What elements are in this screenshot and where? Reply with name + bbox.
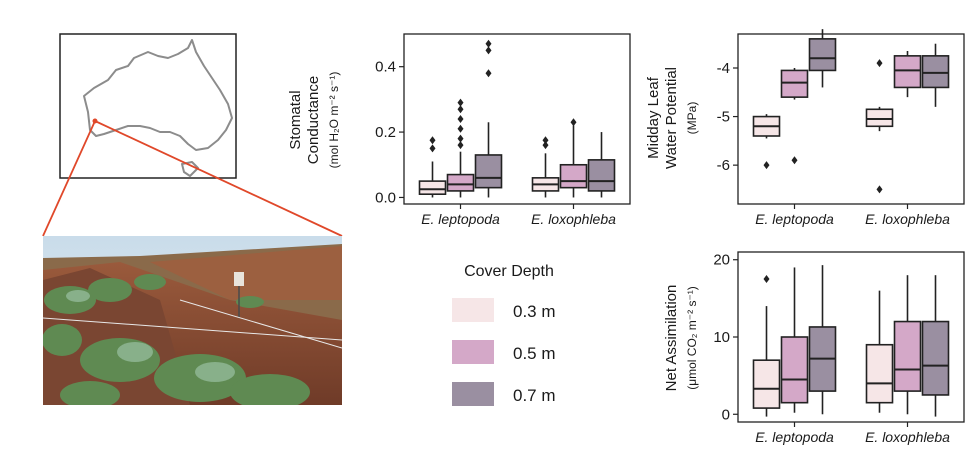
legend-label-1: 0.5 m bbox=[513, 344, 556, 363]
water_potential-box bbox=[921, 55, 950, 89]
water-ylabel-units: (MPa) bbox=[685, 102, 699, 135]
legend-title: Cover Depth bbox=[464, 263, 554, 280]
stomatal-ytick-label: 0.2 bbox=[375, 124, 396, 141]
stomatal-conductance-chart: Stomatal Conductance (mol H₂O m⁻² s⁻¹) 0… bbox=[287, 33, 631, 227]
stomatal-frame bbox=[403, 33, 631, 205]
stomatal-category-label: E. leptopoda bbox=[421, 211, 500, 227]
stomatal-ylabel-units: (mol H₂O m⁻² s⁻¹) bbox=[327, 72, 341, 169]
stomatal-box bbox=[474, 154, 503, 189]
assimilation-outlier bbox=[763, 275, 770, 284]
water_potential-category-label: E. loxophleba bbox=[865, 211, 950, 227]
legend-swatch-0 bbox=[452, 298, 494, 322]
australia-map-icon bbox=[83, 39, 233, 177]
water_potential-box bbox=[780, 69, 809, 98]
water_potential-outlier bbox=[876, 59, 883, 68]
water-ylabel-line2: Water Potential bbox=[663, 67, 680, 169]
stomatal-outlier bbox=[457, 134, 464, 143]
stomatal-outlier bbox=[429, 144, 436, 153]
stomatal-outlier bbox=[429, 136, 436, 145]
water_potential-category-label: E. leptopoda bbox=[755, 211, 834, 227]
water-potential-chart: Midday Leaf Water Potential (MPa) -6 -5 -4… bbox=[645, 29, 965, 227]
legend-label-0: 0.3 m bbox=[513, 302, 556, 321]
assimilation-ytick-label: 0 bbox=[722, 406, 730, 423]
water-ylabel-line1: Midday Leaf bbox=[645, 76, 662, 159]
water_potential-ytick-label: -6 bbox=[717, 157, 730, 174]
assimilation-box bbox=[865, 343, 894, 404]
legend-label-2: 0.7 m bbox=[513, 386, 556, 405]
legend-swatch-2 bbox=[452, 382, 494, 406]
water_potential-box bbox=[808, 38, 837, 72]
assim-ylabel-line1: Net Assimilation bbox=[663, 285, 680, 392]
stomatal-category-label: E. loxophleba bbox=[531, 211, 616, 227]
assimilation-category-label: E. leptopoda bbox=[755, 429, 834, 445]
assimilation-box bbox=[893, 320, 922, 392]
assimilation-ytick-label: 20 bbox=[713, 252, 730, 269]
stomatal-outlier bbox=[542, 136, 549, 145]
assimilation-box bbox=[921, 320, 950, 396]
water_potential-outlier bbox=[876, 185, 883, 194]
stomatal-ytick-label: 0.4 bbox=[375, 59, 396, 76]
stomatal-box bbox=[418, 180, 447, 195]
assimilation-box bbox=[752, 359, 781, 409]
stomatal-outlier bbox=[457, 141, 464, 150]
water_potential-ytick-label: -4 bbox=[717, 60, 730, 77]
assimilation-category-label: E. loxophleba bbox=[865, 429, 950, 445]
stomatal-box bbox=[587, 159, 616, 192]
assimilation-ytick-label: 10 bbox=[713, 329, 730, 346]
assim-ylabel-units: (μmol CO₂ m⁻² s⁻¹) bbox=[685, 286, 699, 390]
stomatal-ylabel-line2: Conductance bbox=[305, 76, 322, 164]
stomatal-box bbox=[559, 163, 588, 189]
stomatal-outlier bbox=[457, 115, 464, 123]
stomatal-outlier bbox=[542, 141, 549, 150]
stomatal-ytick-label: 0.0 bbox=[375, 189, 396, 206]
map-panel bbox=[59, 33, 237, 179]
water_potential-outlier bbox=[763, 161, 770, 170]
stomatal-outlier bbox=[485, 46, 492, 55]
field-site-photo bbox=[43, 236, 342, 405]
locator-line-right bbox=[94, 120, 343, 237]
stomatal-outlier bbox=[457, 98, 464, 107]
stomatal-outlier bbox=[485, 69, 492, 78]
locator-line-left bbox=[42, 120, 96, 237]
stomatal-outlier bbox=[457, 105, 464, 114]
stomatal-outlier bbox=[570, 118, 577, 127]
water_potential-box bbox=[893, 55, 922, 89]
assimilation-box bbox=[780, 336, 809, 404]
water_potential-box bbox=[865, 108, 894, 128]
water_potential-outlier bbox=[791, 156, 798, 165]
legend: Cover Depth 0.3 m 0.5 m 0.7 m bbox=[452, 263, 556, 406]
stomatal-ylabel-line1: Stomatal bbox=[287, 90, 304, 149]
net-assimilation-chart: Net Assimilation (μmol CO₂ m⁻² s⁻¹) 0 10 2… bbox=[663, 251, 965, 445]
stomatal-outlier bbox=[485, 39, 492, 48]
legend-swatch-1 bbox=[452, 340, 494, 364]
water_potential-frame bbox=[737, 33, 965, 205]
water_potential-ytick-label: -5 bbox=[717, 109, 730, 126]
stomatal-box bbox=[446, 173, 475, 192]
stomatal-outlier bbox=[457, 124, 464, 133]
